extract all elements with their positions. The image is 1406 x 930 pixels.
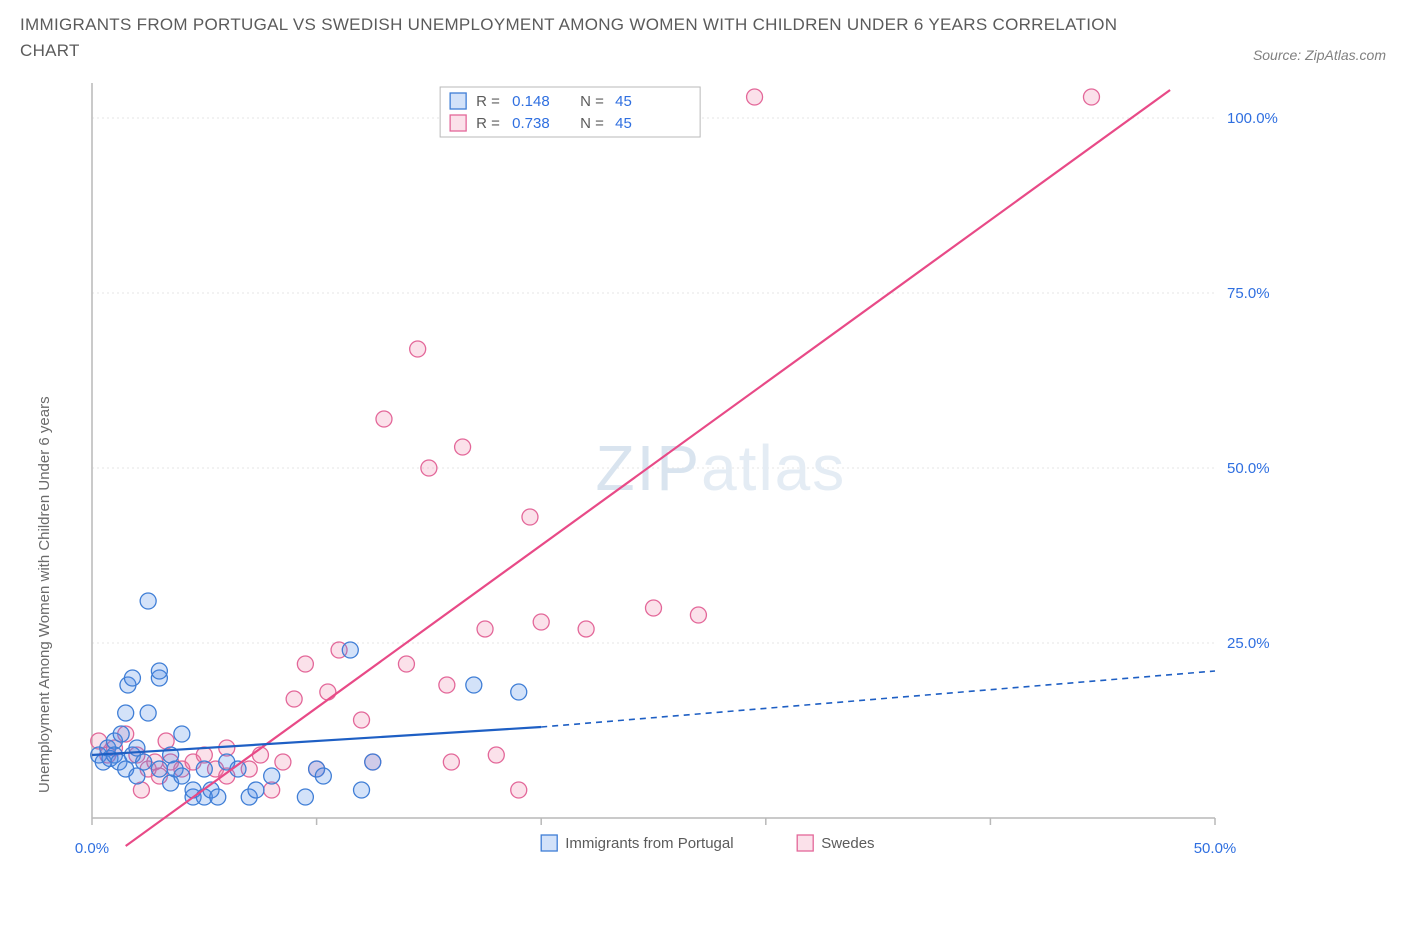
data-point — [248, 782, 264, 798]
data-point — [511, 684, 527, 700]
data-point — [210, 789, 226, 805]
data-point — [747, 89, 763, 105]
data-point — [136, 754, 152, 770]
legend-swatch — [450, 93, 466, 109]
data-point — [174, 768, 190, 784]
data-point — [578, 621, 594, 637]
data-point — [320, 684, 336, 700]
data-point — [1083, 89, 1099, 105]
data-point — [297, 789, 313, 805]
data-point — [365, 754, 381, 770]
legend-swatch — [450, 115, 466, 131]
legend-series-label: Swedes — [821, 835, 874, 852]
data-point — [376, 411, 392, 427]
x-tick-label: 0.0% — [75, 840, 109, 857]
legend-swatch — [541, 835, 557, 851]
data-point — [113, 726, 129, 742]
legend-n-value: 45 — [615, 115, 632, 132]
legend-n-label: N = — [580, 93, 604, 110]
data-point — [342, 642, 358, 658]
data-point — [421, 460, 437, 476]
data-point — [151, 663, 167, 679]
header-row: IMMIGRANTS FROM PORTUGAL VS SWEDISH UNEM… — [20, 12, 1386, 63]
data-point — [140, 593, 156, 609]
y-tick-label: 100.0% — [1227, 110, 1278, 127]
legend-n-label: N = — [580, 115, 604, 132]
data-point — [354, 712, 370, 728]
y-axis-label: Unemployment Among Women with Children U… — [36, 396, 53, 793]
y-tick-label: 75.0% — [1227, 285, 1270, 302]
watermark: ZIPatlas — [596, 432, 847, 504]
scatter-chart: ZIPatlas 0.0% 50.0% 25.0% 50.0% 75.0% 100.0% R … — [20, 73, 1300, 873]
data-point — [140, 705, 156, 721]
data-point — [151, 761, 167, 777]
data-point — [439, 677, 455, 693]
data-point — [477, 621, 493, 637]
legend-r-label: R = — [476, 93, 500, 110]
x-tick-label: 50.0% — [1194, 840, 1237, 857]
legend-r-value: 0.738 — [512, 115, 550, 132]
data-point — [118, 705, 134, 721]
data-point — [297, 656, 313, 672]
data-point — [455, 439, 471, 455]
data-point — [275, 754, 291, 770]
data-point — [354, 782, 370, 798]
trend-line-blue-dashed — [541, 671, 1215, 727]
data-point — [511, 782, 527, 798]
data-point — [522, 509, 538, 525]
legend-r-value: 0.148 — [512, 93, 550, 110]
legend-swatch — [797, 835, 813, 851]
data-point — [174, 726, 190, 742]
data-point — [690, 607, 706, 623]
legend-series-label: Immigrants from Portugal — [565, 835, 733, 852]
data-point — [466, 677, 482, 693]
data-point — [196, 761, 212, 777]
y-tick-label: 50.0% — [1227, 460, 1270, 477]
plot-container: Unemployment Among Women with Children U… — [20, 73, 1386, 873]
data-point — [488, 747, 504, 763]
legend-n-value: 45 — [615, 93, 632, 110]
data-point — [646, 600, 662, 616]
data-point — [443, 754, 459, 770]
chart-title: IMMIGRANTS FROM PORTUGAL VS SWEDISH UNEM… — [20, 12, 1120, 63]
data-point — [264, 768, 280, 784]
data-point — [124, 670, 140, 686]
legend-r-label: R = — [476, 115, 500, 132]
source-label: Source: ZipAtlas.com — [1253, 47, 1386, 63]
data-point — [398, 656, 414, 672]
data-point — [410, 341, 426, 357]
data-point — [315, 768, 331, 784]
data-point — [286, 691, 302, 707]
data-point — [533, 614, 549, 630]
y-tick-label: 25.0% — [1227, 635, 1270, 652]
